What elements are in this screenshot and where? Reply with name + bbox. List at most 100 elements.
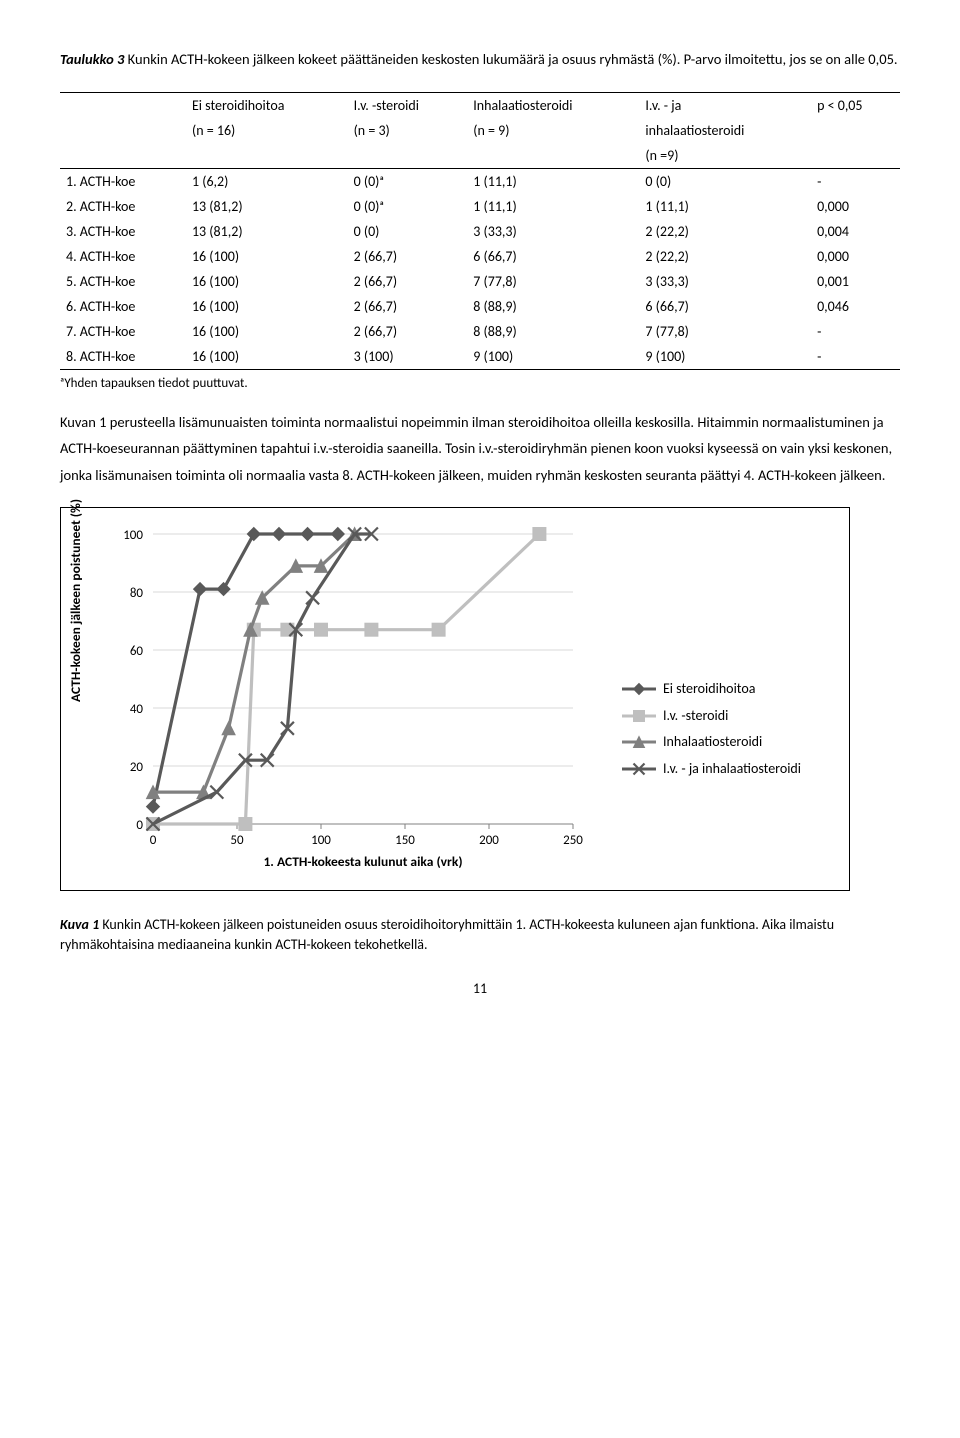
table-row: 3. ACTH-koe13 (81,2)0 (0)3 (33,3)2 (22,2…	[60, 219, 900, 244]
svg-text:200: 200	[479, 833, 499, 848]
table-cell: -	[811, 344, 900, 370]
table-header-cell	[60, 92, 186, 118]
svg-text:1. ACTH-kokeesta kulunut aika: 1. ACTH-kokeesta kulunut aika (vrk)	[263, 853, 462, 870]
legend-label: I.v. -steroidi	[663, 703, 728, 730]
table-row: 8. ACTH-koe16 (100)3 (100)9 (100)9 (100)…	[60, 344, 900, 370]
table-header-cell: I.v. -steroidi	[348, 92, 468, 118]
chart-container: 0204060801000501001502002501. ACTH-kokee…	[60, 507, 850, 891]
table-header-cell: inhalaatiosteroidi	[639, 118, 811, 143]
table-cell: 6. ACTH-koe	[60, 294, 186, 319]
table-cell: 8 (88,9)	[467, 294, 639, 319]
table-header-cell: Ei steroidihoitoa	[186, 92, 348, 118]
svg-text:60: 60	[130, 644, 144, 659]
svg-text:40: 40	[130, 702, 144, 717]
table-cell: 0,001	[811, 269, 900, 294]
page-number: 11	[60, 980, 900, 997]
legend-item: I.v. - ja inhalaatiosteroidi	[622, 756, 801, 783]
table-cell: 9 (100)	[639, 344, 811, 370]
table-header-cell: (n =9)	[639, 143, 811, 169]
table-header-cell	[467, 143, 639, 169]
table-cell: 0,000	[811, 244, 900, 269]
table-cell: 16 (100)	[186, 269, 348, 294]
table-cell: -	[811, 319, 900, 344]
table-cell: 1 (11,1)	[467, 168, 639, 194]
table-header-cell: Inhalaatiosteroidi	[467, 92, 639, 118]
svg-text:0: 0	[136, 818, 143, 833]
table-cell: 2 (66,7)	[348, 244, 468, 269]
data-table: Ei steroidihoitoaI.v. -steroidiInhalaati…	[60, 92, 900, 370]
table-caption-label: Taulukko 3	[60, 50, 124, 68]
table-header-cell: (n = 16)	[186, 118, 348, 143]
table-header-cell: (n = 9)	[467, 118, 639, 143]
svg-text:20: 20	[130, 760, 144, 775]
table-cell: 13 (81,2)	[186, 194, 348, 219]
table-row: 7. ACTH-koe16 (100)2 (66,7)8 (88,9)7 (77…	[60, 319, 900, 344]
table-cell: 2 (66,7)	[348, 294, 468, 319]
svg-text:0: 0	[150, 833, 157, 848]
table-cell: 2. ACTH-koe	[60, 194, 186, 219]
table-cell: 3 (100)	[348, 344, 468, 370]
legend-label: Ei steroidihoitoa	[663, 676, 755, 703]
table-cell: 3 (33,3)	[467, 219, 639, 244]
body-paragraph: Kuvan 1 perusteella lisämunuaisten toimi…	[60, 409, 900, 489]
table-header-cell	[811, 118, 900, 143]
table-row: 5. ACTH-koe16 (100)2 (66,7)7 (77,8)3 (33…	[60, 269, 900, 294]
table-cell: 6 (66,7)	[639, 294, 811, 319]
table-cell: 16 (100)	[186, 294, 348, 319]
table-cell: 7 (77,8)	[639, 319, 811, 344]
table-cell: 8. ACTH-koe	[60, 344, 186, 370]
table-header-cell	[186, 143, 348, 169]
table-header-cell	[348, 143, 468, 169]
table-cell: 0,046	[811, 294, 900, 319]
table-cell: 1 (11,1)	[639, 194, 811, 219]
table-header-cell	[60, 118, 186, 143]
table-row: 6. ACTH-koe16 (100)2 (66,7)8 (88,9)6 (66…	[60, 294, 900, 319]
table-row: 4. ACTH-koe16 (100)2 (66,7)6 (66,7)2 (22…	[60, 244, 900, 269]
svg-text:100: 100	[123, 528, 143, 543]
legend-item: I.v. -steroidi	[622, 703, 801, 730]
table-cell: 16 (100)	[186, 344, 348, 370]
table-cell: 0 (0)ᵃ	[348, 168, 468, 194]
table-header-cell	[60, 143, 186, 169]
table-cell: 2 (22,2)	[639, 244, 811, 269]
table-cell: 1. ACTH-koe	[60, 168, 186, 194]
table-cell: 0,000	[811, 194, 900, 219]
table-cell: 7 (77,8)	[467, 269, 639, 294]
legend-item: Inhalaatiosteroidi	[622, 729, 801, 756]
svg-text:50: 50	[230, 833, 244, 848]
chart-ylabel: ACTH-kokeen jälkeen poistuneet (%)	[67, 499, 84, 702]
table-caption: Taulukko 3 Kunkin ACTH-kokeen jälkeen ko…	[60, 50, 900, 70]
table-cell: 0 (0)	[639, 168, 811, 194]
table-cell: 0 (0)	[348, 219, 468, 244]
table-cell: 9 (100)	[467, 344, 639, 370]
table-cell: 8 (88,9)	[467, 319, 639, 344]
legend-label: I.v. - ja inhalaatiosteroidi	[663, 756, 801, 783]
table-cell: 6 (66,7)	[467, 244, 639, 269]
table-cell: 5. ACTH-koe	[60, 269, 186, 294]
figure-caption-label: Kuva 1	[60, 916, 99, 933]
table-header-cell: I.v. - ja	[639, 92, 811, 118]
table-cell: 16 (100)	[186, 244, 348, 269]
table-cell: 4. ACTH-koe	[60, 244, 186, 269]
table-cell: 1 (11,1)	[467, 194, 639, 219]
table-cell: 7. ACTH-koe	[60, 319, 186, 344]
legend-label: Inhalaatiosteroidi	[663, 729, 762, 756]
table-cell: 2 (66,7)	[348, 319, 468, 344]
table-header-cell: (n = 3)	[348, 118, 468, 143]
table-cell: 3 (33,3)	[639, 269, 811, 294]
table-row: 2. ACTH-koe13 (81,2)0 (0)ᵃ1 (11,1)1 (11,…	[60, 194, 900, 219]
svg-text:80: 80	[130, 586, 144, 601]
table-cell: 1 (6,2)	[186, 168, 348, 194]
svg-text:100: 100	[311, 833, 331, 848]
table-cell: 16 (100)	[186, 319, 348, 344]
table-cell: 13 (81,2)	[186, 219, 348, 244]
table-footnote: ᵃYhden tapauksen tiedot puuttuvat.	[60, 376, 900, 391]
svg-text:150: 150	[395, 833, 415, 848]
table-cell: 2 (66,7)	[348, 269, 468, 294]
table-row: 1. ACTH-koe1 (6,2)0 (0)ᵃ1 (11,1)0 (0)-	[60, 168, 900, 194]
table-cell: 2 (22,2)	[639, 219, 811, 244]
legend-item: Ei steroidihoitoa	[622, 676, 801, 703]
figure-caption: Kuva 1 Kunkin ACTH-kokeen jälkeen poistu…	[60, 915, 900, 954]
chart-legend: Ei steroidihoitoaI.v. -steroidiInhalaati…	[622, 676, 801, 782]
table-caption-text: Kunkin ACTH-kokeen jälkeen kokeet päättä…	[124, 50, 897, 68]
